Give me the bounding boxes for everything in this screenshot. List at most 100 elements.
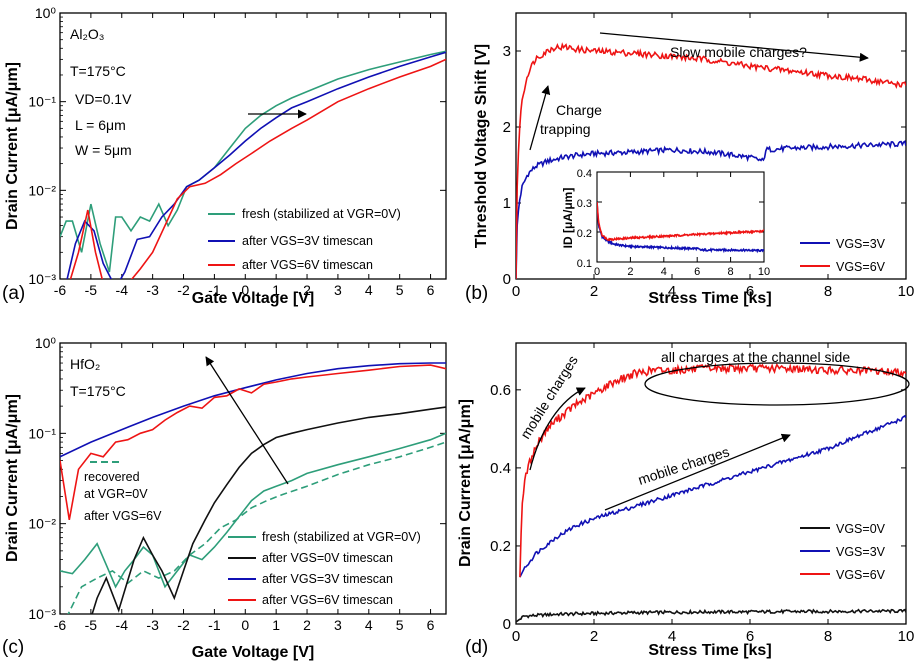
x-tick-label: -3 [146,617,159,633]
plot-frame [59,342,447,615]
y-tick-label: 10⁻² [28,182,56,198]
legend-label: after VGS=3V timescan [262,572,393,586]
panel-label: (c) [2,637,24,658]
material-label: HfO₂ [70,356,100,372]
vd-label: VD=0.1V [75,91,132,107]
slow-mobile-arrow [599,32,869,62]
x-axis-label: Gate Voltage [V] [192,644,314,661]
x-tick-label: 2 [590,283,598,300]
axis-ticks: -6 -5 -4 -3 -2 -1 0 1 2 3 4 5 6 10⁻³ 10⁻² 10⁻¹ 10⁰ [28,335,446,633]
legend-label: after VGS=6V timescan [242,258,373,272]
plot-frame [515,342,907,625]
y-tick-label: 3 [503,43,511,60]
length-label: L = 6μm [75,117,126,133]
legend: fresh (stabilized at VGR=0V) after VGS=0… [228,530,421,607]
y-tick-label: 10⁻¹ [28,94,56,110]
inset-chart: 0 2 4 6 8 10 0.1 0.2 0.3 0.4 ID [μA/μm] [561,168,770,278]
x-tick-label: 10 [898,628,915,645]
y-tick-label: 0 [503,616,511,633]
legend-label: fresh (stabilized at VGR=0V) [242,207,401,221]
x-tick-label: 2 [590,628,598,645]
x-tick-label: 6 [427,282,435,298]
x-tick-label: -4 [116,617,129,633]
x-tick-label: 2 [303,617,311,633]
series-line-after-vgs-6v-timescan [60,364,446,521]
y-axis-label: Drain Current [μA/μm] [457,399,474,567]
y-tick-label: 2 [503,119,511,136]
y-tick-label: 0.3 [577,198,592,210]
temperature-label: T=175°C [70,63,126,79]
inset-y-label: ID [μA/μm] [561,188,575,249]
panel-d: 0 2 4 6 8 10 0 0.2 0.4 0.6 Stress Time [ks] Drain… [457,342,915,659]
charge-trapping-label: Charge [556,102,602,118]
width-label: W = 5μm [75,142,132,158]
temperature-label: T=175°C [70,383,126,399]
series-line-after-vgs-3v-timescan [60,362,446,458]
y-axis-label: Drain Current [μA/μm] [4,62,21,230]
x-tick-label: 4 [668,628,676,645]
legend: fresh (stabilized at VGR=0V) after VGS=3… [208,207,401,272]
y-tick-label: 0.6 [490,382,511,399]
series-line-vgs-6v [519,362,906,578]
legend-label: VGS=3V [836,237,886,251]
x-tick-label: 6 [746,628,754,645]
x-tick-label: 3 [334,282,342,298]
x-tick-label: 0 [512,628,520,645]
x-tick-label: 8 [824,628,832,645]
plot-frame [59,12,447,280]
series-line-vgs-3v [597,201,764,254]
x-tick-label: 3 [334,617,342,633]
channel-side-ellipse [644,362,910,406]
x-tick-label: -6 [54,617,67,633]
shift-arrow [205,356,289,485]
panel-label: (b) [465,283,488,304]
y-tick-label: 0.2 [490,538,511,555]
recovered-label: after VGS=6V [84,509,162,523]
x-axis-label: Stress Time [ks] [648,642,771,659]
mobile-charges-arrow-blue [604,433,791,511]
series-line-fresh-stabilized-at-vgr-0v- [60,50,446,273]
x-axis-label: Gate Voltage [V] [192,290,314,307]
x-tick-label: 10 [898,283,915,300]
inset-axis-ticks: 0 2 4 6 8 10 0.1 0.2 0.3 0.4 [577,168,770,278]
legend-label: VGS=6V [836,260,886,274]
panel-label: (d) [465,637,488,658]
inset-series-group [597,201,764,254]
y-tick-label: 0.4 [490,460,511,477]
panel-c: -6 -5 -4 -3 -2 -1 0 1 2 3 4 5 6 10⁻³ 10⁻² 10⁻¹ 10⁰ Gate … [2,335,447,661]
trapping-arrow [529,85,551,151]
series-line-vgs-3v [519,414,906,578]
series-line-vgs-6v [516,42,906,279]
legend-label: after VGS=0V timescan [262,551,393,565]
legend-label: VGS=0V [836,522,886,536]
x-tick-label: 8 [728,266,734,278]
series-group [516,42,906,279]
mobile-charges-label-blue: mobile charges [636,443,731,488]
x-tick-label: 10 [758,266,770,278]
x-tick-label: 4 [365,617,373,633]
series-line-after-vgs-3v-timescan [66,51,446,279]
legend: VGS=0V VGS=3V VGS=6V [800,522,886,582]
y-tick-label: 10⁰ [35,335,57,351]
y-tick-label: 10⁻³ [28,606,56,622]
charge-trapping-label-2: trapping [540,121,591,137]
series-line-vgs-0v [516,608,906,623]
series-group [60,50,446,279]
legend: VGS=3V VGS=6V [800,237,886,274]
x-tick-label: -6 [54,282,67,298]
series-line-vgs-6v [597,201,764,242]
x-tick-label: 4 [661,266,667,278]
x-tick-label: 6 [746,283,754,300]
x-tick-label: 6 [694,266,700,278]
material-label: Al₂O₃ [70,26,104,42]
x-axis-label: Stress Time [ks] [648,290,771,307]
y-tick-label: 10⁻¹ [28,425,56,441]
x-tick-label: -2 [177,617,190,633]
axis-ticks: -6 -5 -4 -3 -2 -1 0 1 2 3 4 5 6 10⁻³ 10⁻² 10⁻¹ 10⁰ [28,5,446,298]
x-tick-label: 0 [241,282,249,298]
slow-mobile-label: Slow mobile charges? [670,44,807,60]
series-line-after-vgs-0v-timescan [91,406,446,614]
x-tick-label: 0 [241,617,249,633]
y-tick-label: 10⁻² [28,516,56,532]
